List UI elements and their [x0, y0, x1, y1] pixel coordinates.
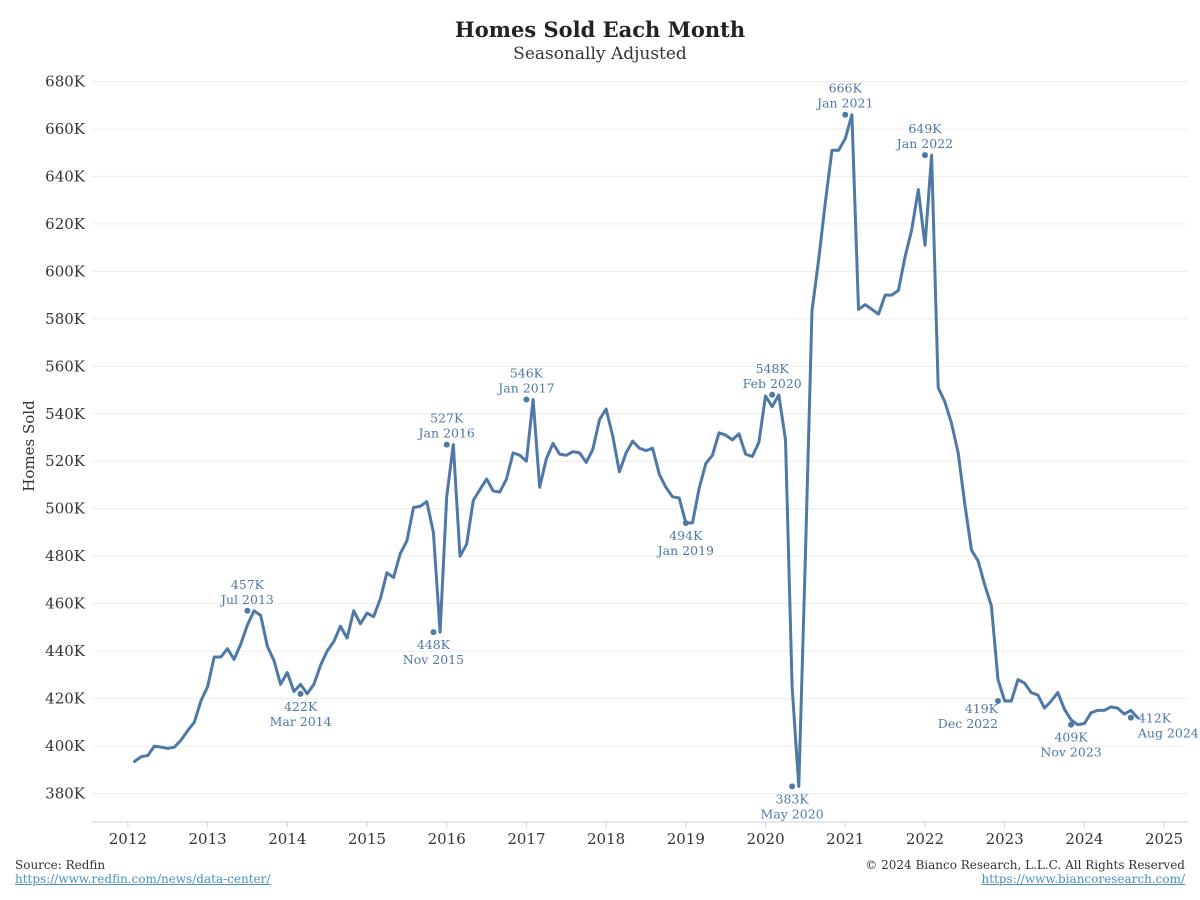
y-tick-label: 600K	[45, 262, 86, 280]
annotation-value: 412K	[1138, 711, 1172, 726]
y-tick-label: 420K	[45, 690, 86, 708]
x-tick-label: 2012	[109, 830, 147, 848]
x-tick-label: 2025	[1145, 830, 1183, 848]
y-tick-label: 440K	[45, 642, 86, 660]
annotation-date: Jan 2022	[895, 136, 953, 151]
x-tick-label: 2016	[428, 830, 466, 848]
annotation-value: 457K	[231, 577, 265, 592]
grid	[92, 80, 1188, 795]
y-tick-label: 620K	[45, 215, 86, 233]
annotation-date: Nov 2015	[403, 652, 464, 667]
annotation-marker	[769, 391, 776, 398]
annotation-date: Jan 2017	[496, 381, 554, 396]
series-line-homes-sold	[133, 113, 1139, 788]
x-tick-label: 2022	[906, 830, 944, 848]
y-tick-label: 660K	[45, 120, 86, 138]
x-axis-ticks: 2012 2013 2014 2015 2016 2017 2018 2019 2020 2021…	[109, 822, 1183, 848]
annotation-value: 649K	[908, 121, 942, 136]
y-tick-label: 640K	[45, 167, 86, 185]
annotation-value: 419K	[965, 701, 999, 716]
annotation-marker	[244, 607, 251, 614]
annotation-marker	[523, 396, 530, 403]
x-tick-label: 2019	[667, 830, 705, 848]
annotation-date: Mar 2014	[270, 714, 332, 729]
annotation-marker	[921, 152, 928, 159]
annotation-date: Jan 2021	[815, 96, 873, 111]
annotation-value: 494K	[669, 528, 703, 543]
annotation-marker	[1127, 714, 1134, 721]
copyright-text: © 2024 Bianco Research, L.L.C. All Right…	[865, 858, 1185, 872]
annotation-value: 548K	[756, 361, 790, 376]
x-tick-label: 2020	[746, 830, 784, 848]
y-tick-label: 540K	[45, 405, 86, 423]
y-tick-label: 460K	[45, 595, 86, 613]
annotation-marker	[995, 697, 1002, 704]
footer-source: Source: Redfin https://www.redfin.com/ne…	[15, 858, 270, 886]
y-tick-label: 520K	[45, 452, 86, 470]
annotation-marker	[842, 111, 849, 118]
annotation-value: 422K	[284, 699, 318, 714]
y-tick-label: 580K	[45, 310, 86, 328]
annotation-marker	[297, 690, 304, 697]
annotation-value: 527K	[430, 411, 464, 426]
source-link[interactable]: https://www.redfin.com/news/data-center/	[15, 872, 271, 886]
x-tick-label: 2018	[587, 830, 625, 848]
source-label: Source: Redfin	[15, 858, 106, 872]
y-tick-label: 560K	[45, 357, 86, 375]
annotation-marker	[1068, 721, 1075, 728]
annotation-marker	[430, 629, 437, 636]
x-tick-label: 2013	[188, 830, 226, 848]
x-tick-label: 2024	[1065, 830, 1103, 848]
y-tick-label: 680K	[45, 72, 86, 90]
annotation-value: 666K	[829, 81, 863, 96]
chart-title: Homes Sold Each Month	[455, 17, 745, 42]
x-tick-label: 2021	[826, 830, 864, 848]
footer-copyright: © 2024 Bianco Research, L.L.C. All Right…	[865, 858, 1185, 886]
y-axis-ticks: 380K 400K 420K 440K 460K 480K 500K 520K 540K 560K…	[45, 72, 86, 802]
site-link[interactable]: https://www.biancoresearch.com/	[981, 872, 1185, 886]
x-tick-label: 2015	[348, 830, 386, 848]
annotation-value: 448K	[417, 637, 451, 652]
x-tick-label: 2023	[986, 830, 1024, 848]
x-tick-label: 2017	[507, 830, 545, 848]
annotation-date: Jul 2013	[219, 592, 274, 607]
annotation-value: 383K	[776, 791, 810, 806]
annotation-value: 546K	[510, 366, 544, 381]
chart-subtitle: Seasonally Adjusted	[513, 44, 687, 64]
y-tick-label: 380K	[45, 785, 86, 803]
x-tick-label: 2014	[268, 830, 306, 848]
y-tick-label: 400K	[45, 737, 86, 755]
annotation-marker	[443, 441, 450, 448]
annotation-marker	[682, 519, 689, 526]
annotation-date: May 2020	[761, 806, 824, 821]
annotation-marker	[789, 783, 796, 790]
annotation-date: Jan 2016	[417, 426, 475, 441]
y-tick-label: 480K	[45, 547, 86, 565]
annotation-date: Jan 2019	[656, 543, 714, 558]
annotation-value: 409K	[1054, 730, 1088, 745]
y-tick-label: 500K	[45, 500, 86, 518]
annotation-date: Nov 2023	[1040, 745, 1101, 760]
annotation-date: Aug 2024	[1137, 726, 1199, 741]
annotation-date: Dec 2022	[938, 716, 998, 731]
annotation-date: Feb 2020	[743, 376, 802, 391]
y-axis-label: Homes Sold	[20, 400, 38, 492]
